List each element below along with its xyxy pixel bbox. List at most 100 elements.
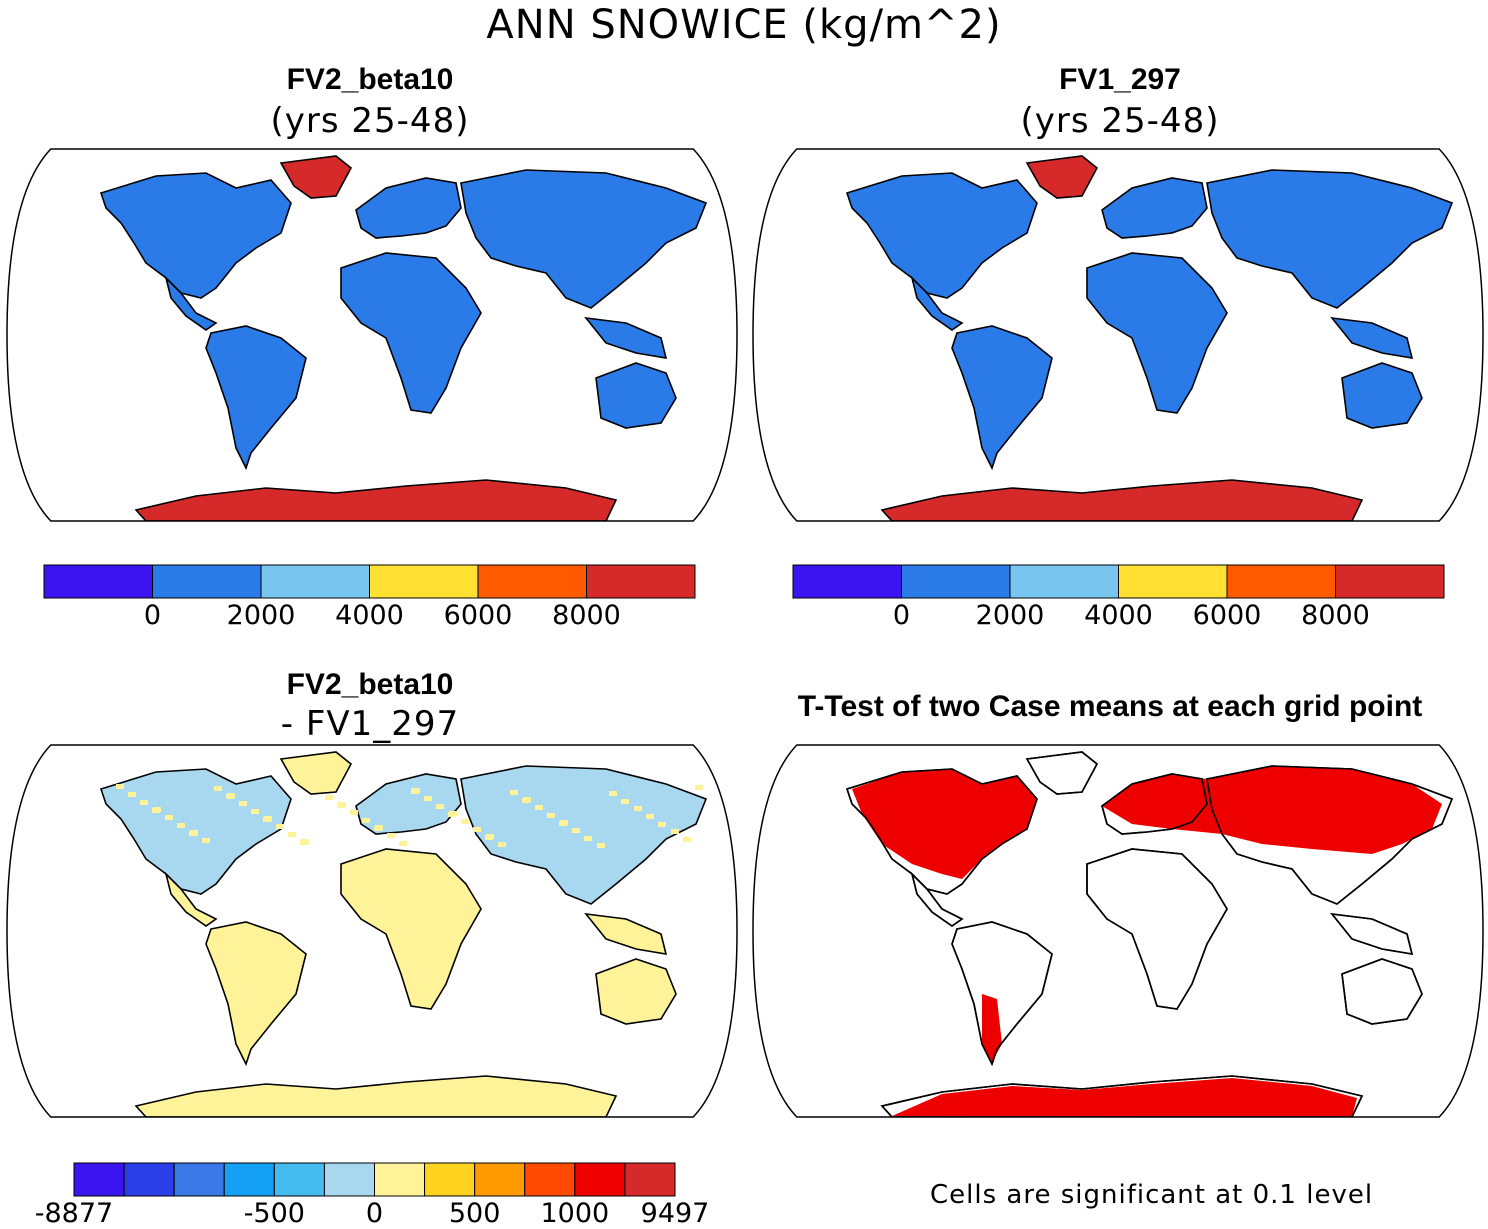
colorbar-tick-label: 0 [365, 1198, 384, 1229]
diff-cell [239, 801, 247, 806]
diff-cell [522, 798, 530, 803]
significant-region [1102, 766, 1442, 854]
diff-cell [411, 789, 419, 794]
colorbar-fv1-297 [792, 564, 1445, 599]
continent-northAmerica [99, 172, 292, 299]
continent-seAsia [584, 316, 668, 359]
continent-centralAmerica [910, 275, 964, 331]
continent-africa [1086, 252, 1228, 414]
map-ttest [752, 744, 1484, 1118]
diff-cell [547, 813, 555, 818]
colorbar-swatch [574, 1162, 626, 1197]
colorbar-tick-label: 0 [892, 600, 911, 631]
colorbar-swatch [273, 1162, 325, 1197]
diff-cell [152, 808, 160, 813]
diff-cell [313, 787, 321, 792]
colorbar-tick-label: 0 [143, 600, 162, 631]
colorbar-swatch [369, 564, 479, 599]
colorbar-swatch [1009, 564, 1119, 599]
coastline-seAsia [1330, 912, 1414, 955]
continent-antarctica [134, 1075, 618, 1117]
colorbar-swatch [152, 564, 262, 599]
colorbar-tick-label: 4000 [335, 600, 404, 631]
coastline-northAmerica [845, 768, 1038, 895]
colorbar-swatch [624, 1162, 676, 1197]
coastline-centralAmerica [910, 871, 964, 927]
diff-cell [165, 815, 173, 820]
panel-tl-title: FV2_beta10 [286, 63, 454, 96]
colorbar-tick-label: -8877 [34, 1198, 114, 1229]
colorbar-swatch [260, 564, 370, 599]
colorbar-tick-label: 500 [448, 1198, 501, 1229]
colorbar-swatch [223, 1162, 275, 1197]
colorbar-fv2-beta10-ticks: 0 2000 4000 6000 8000 [44, 600, 695, 634]
significance-note: Cells are significant at 0.1 level [930, 1180, 1374, 1210]
diff-cell [535, 805, 543, 810]
diff-cell [510, 790, 518, 795]
continent-asia [1206, 169, 1454, 309]
map-border [6, 148, 738, 522]
diff-cell [461, 819, 469, 824]
diff-cell [671, 829, 679, 834]
diff-cell [399, 841, 407, 846]
diff-cell [300, 840, 308, 845]
continent-antarctica [134, 479, 618, 521]
coastline-asia [1206, 765, 1454, 905]
colorbar-difference-ticks: -8877 -500 0 500 1000 9497 [35, 1198, 710, 1229]
continent-greenland [279, 155, 353, 199]
diff-cell [177, 823, 185, 828]
diff-cell [128, 792, 136, 797]
colorbar-swatch [792, 564, 902, 599]
coastline-greenland [1025, 751, 1099, 795]
diff-cell [202, 838, 210, 843]
coastline-antarctica [880, 1075, 1364, 1117]
diff-cell [621, 799, 629, 804]
diff-cell [584, 836, 592, 841]
colorbar-tick-label: 2000 [226, 600, 296, 631]
colorbar-tick-label: -500 [243, 1198, 305, 1229]
continent-seAsia [1330, 316, 1414, 359]
colorbar-difference [73, 1162, 676, 1197]
map-border [752, 148, 1484, 522]
continent-seAsia [584, 912, 668, 955]
coastline-africa [1086, 848, 1228, 1010]
colorbar-swatch [474, 1162, 526, 1197]
colorbar-swatch [123, 1162, 175, 1197]
map-fv1-297 [752, 148, 1484, 522]
diff-cell [609, 791, 617, 796]
colorbar-tick-label: 1000 [540, 1198, 610, 1229]
continent-australia [595, 362, 677, 429]
diff-cell [597, 843, 605, 848]
continent-asia [460, 169, 708, 309]
colorbar-tick-label: 6000 [1192, 600, 1262, 631]
diff-cell [646, 814, 654, 819]
diff-cell [424, 796, 432, 801]
diff-cell [695, 785, 703, 790]
continent-northAmerica [845, 172, 1038, 299]
diff-cell [362, 818, 370, 823]
panel-tl-subtitle: (yrs 25-48) [270, 101, 470, 141]
diff-cell [288, 832, 296, 837]
diff-cell [276, 824, 284, 829]
diff-cell [251, 809, 259, 814]
colorbar-swatch [1335, 564, 1445, 599]
map-border [6, 744, 738, 1118]
diff-cell [374, 826, 382, 831]
diff-cell [226, 794, 234, 799]
panel-tr-title: FV1_297 [1059, 63, 1181, 96]
continent-centralAmerica [164, 871, 218, 927]
continent-greenland [279, 751, 353, 795]
panel-tr-subtitle: (yrs 25-48) [1020, 101, 1220, 141]
diff-cell [485, 835, 493, 840]
diff-cell [214, 786, 222, 791]
continent-southAmerica [951, 325, 1053, 471]
colorbar-swatch [424, 1162, 476, 1197]
colorbar-fv1-297-ticks: 0 2000 4000 6000 8000 [793, 600, 1444, 634]
colorbar-swatch [524, 1162, 576, 1197]
continent-europe [355, 177, 462, 239]
coastline-europe [1101, 773, 1208, 835]
colorbar-tick-label: 9497 [640, 1198, 710, 1229]
panel-br-title: T-Test of two Case means at each grid po… [797, 690, 1423, 723]
diff-cell [337, 803, 345, 808]
colorbar-tick-label: 2000 [975, 600, 1045, 631]
